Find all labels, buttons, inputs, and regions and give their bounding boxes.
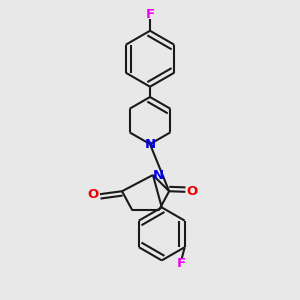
Text: O: O: [88, 188, 99, 201]
Text: F: F: [177, 257, 186, 270]
Text: O: O: [186, 185, 197, 198]
Text: F: F: [146, 8, 154, 21]
Text: N: N: [144, 138, 156, 151]
Text: N: N: [153, 169, 164, 182]
